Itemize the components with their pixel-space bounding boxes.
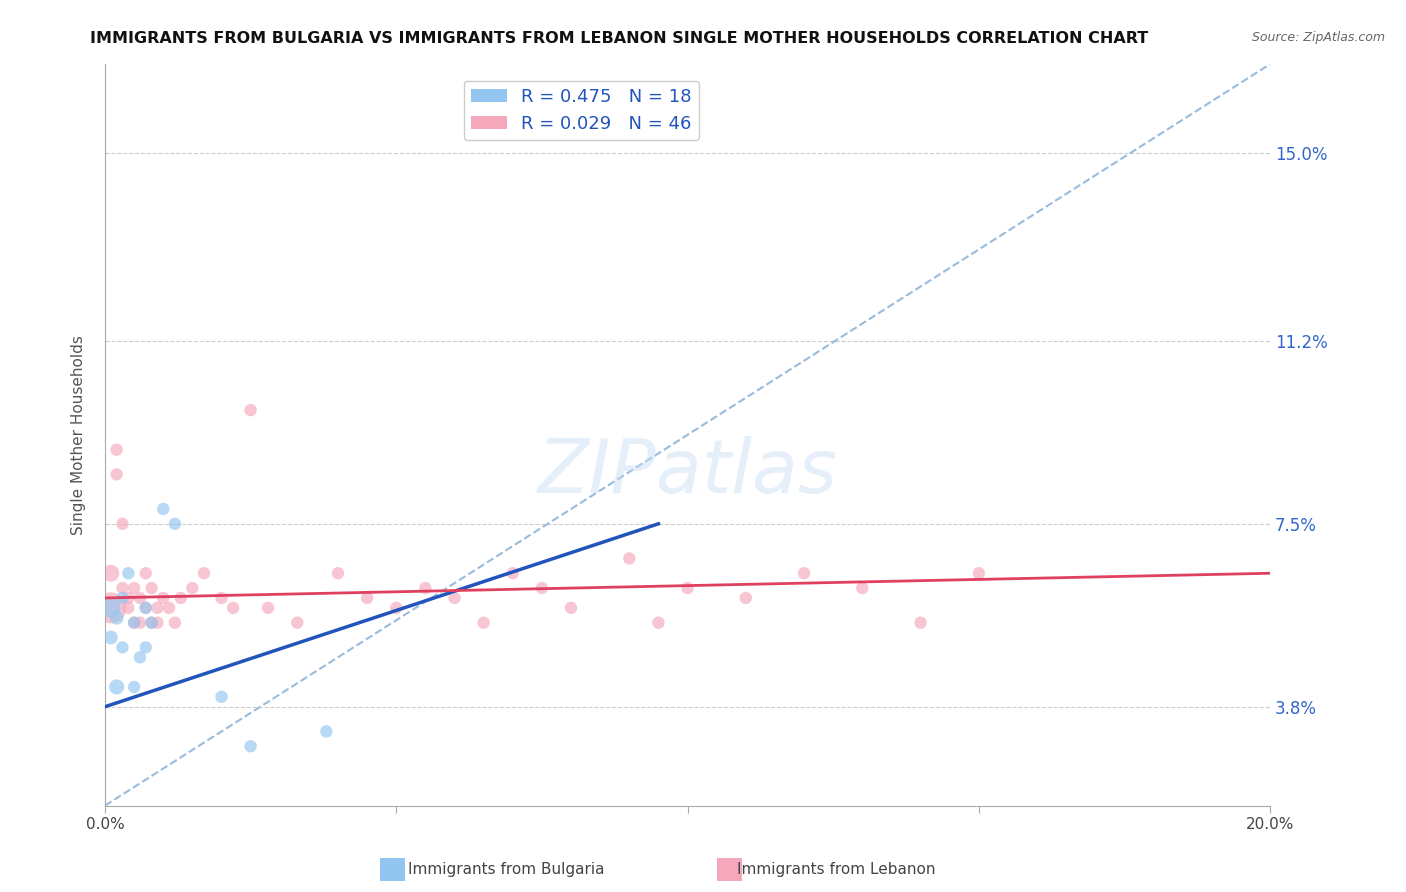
Text: Source: ZipAtlas.com: Source: ZipAtlas.com <box>1251 31 1385 45</box>
Point <box>315 724 337 739</box>
Point <box>647 615 669 630</box>
Point <box>326 566 349 581</box>
Point <box>239 403 262 417</box>
Point <box>111 516 134 531</box>
Point <box>129 591 152 605</box>
Point <box>141 615 163 630</box>
Point <box>111 640 134 655</box>
Point <box>105 467 128 482</box>
Point <box>100 566 122 581</box>
Point <box>443 591 465 605</box>
Point <box>676 581 699 595</box>
Point <box>472 615 495 630</box>
Point <box>117 591 139 605</box>
Point <box>967 566 990 581</box>
Point <box>222 600 245 615</box>
Point <box>181 581 204 595</box>
Point <box>122 680 145 694</box>
Point <box>117 566 139 581</box>
Point <box>793 566 815 581</box>
Point <box>619 551 641 566</box>
Point <box>105 680 128 694</box>
Point <box>502 566 524 581</box>
Point <box>152 591 174 605</box>
Point <box>385 600 408 615</box>
Point <box>211 591 233 605</box>
Point <box>122 581 145 595</box>
Point <box>141 581 163 595</box>
Point <box>170 591 193 605</box>
Point <box>193 566 215 581</box>
Point <box>117 600 139 615</box>
Point <box>356 591 378 605</box>
Point <box>152 502 174 516</box>
Point <box>135 566 157 581</box>
Point <box>211 690 233 704</box>
Point <box>135 640 157 655</box>
Text: ZIPatlas: ZIPatlas <box>537 436 838 508</box>
Point <box>146 615 169 630</box>
Point <box>285 615 308 630</box>
Point <box>239 739 262 754</box>
Point <box>100 600 122 615</box>
Point <box>100 631 122 645</box>
Point <box>135 600 157 615</box>
Point <box>100 600 122 615</box>
Text: Immigrants from Bulgaria: Immigrants from Bulgaria <box>408 863 605 877</box>
Point <box>122 615 145 630</box>
Point <box>129 615 152 630</box>
Text: IMMIGRANTS FROM BULGARIA VS IMMIGRANTS FROM LEBANON SINGLE MOTHER HOUSEHOLDS COR: IMMIGRANTS FROM BULGARIA VS IMMIGRANTS F… <box>90 31 1147 46</box>
Point <box>105 442 128 457</box>
Point <box>257 600 280 615</box>
Point <box>163 516 186 531</box>
Point <box>560 600 582 615</box>
Point <box>851 581 873 595</box>
Point <box>734 591 756 605</box>
Legend: R = 0.475   N = 18, R = 0.029   N = 46: R = 0.475 N = 18, R = 0.029 N = 46 <box>464 80 699 140</box>
Point <box>163 615 186 630</box>
Point <box>146 600 169 615</box>
Y-axis label: Single Mother Households: Single Mother Households <box>72 334 86 535</box>
Point <box>129 650 152 665</box>
Text: Immigrants from Lebanon: Immigrants from Lebanon <box>737 863 936 877</box>
Point <box>157 600 180 615</box>
Point <box>530 581 553 595</box>
Point <box>141 615 163 630</box>
Point <box>415 581 437 595</box>
Point <box>122 615 145 630</box>
Point <box>111 591 134 605</box>
Point <box>105 611 128 625</box>
Point <box>111 581 134 595</box>
Point <box>910 615 932 630</box>
Point <box>135 600 157 615</box>
